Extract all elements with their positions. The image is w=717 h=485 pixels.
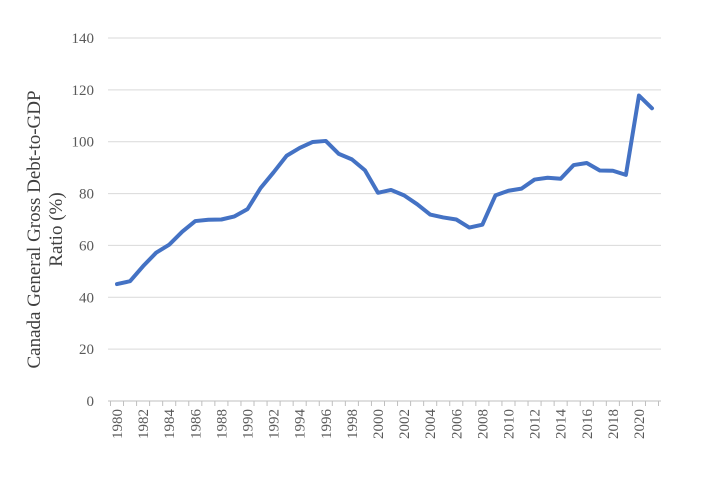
y-tick-label: 80: [79, 187, 94, 203]
x-tick-label: 2020: [632, 409, 648, 439]
x-tick-label: 1980: [110, 409, 126, 439]
y-axis-title: Canada General Gross Debt-to-GDPRatio (%…: [24, 90, 67, 368]
y-tick-label: 0: [87, 394, 95, 410]
y-tick-label: 120: [72, 83, 95, 99]
series: [115, 93, 654, 287]
x-tick-label: 2014: [554, 409, 570, 440]
x-tick-label: 1982: [136, 409, 152, 439]
x-tick-label: 2010: [501, 409, 517, 439]
y-tick-label: 140: [72, 31, 95, 47]
x-tick-label: 2008: [475, 409, 491, 439]
x-tick-label: 1992: [267, 409, 283, 439]
y-axis-title-line: Ratio (%): [46, 192, 67, 266]
y-axis-tick-labels: 0 20 40 60 80 100 120 140: [72, 31, 95, 410]
y-tick-label: 40: [79, 290, 94, 306]
x-tick-label: 1998: [345, 409, 361, 439]
y-tick-label: 60: [79, 238, 94, 254]
x-tick-label: 1994: [293, 409, 309, 440]
x-tick-label: 2000: [371, 409, 387, 439]
gridlines: [108, 37, 661, 350]
axes: [108, 400, 661, 406]
y-axis-title-line: Canada General Gross Debt-to-GDP: [24, 90, 45, 368]
y-tick-label: 20: [79, 342, 94, 358]
x-tick-label: 1988: [214, 409, 230, 439]
x-tick-label: 2016: [580, 409, 596, 440]
x-tick-label: 1984: [162, 409, 178, 440]
y-tick-label: 100: [72, 135, 95, 151]
x-tick-label: 2006: [449, 409, 465, 440]
x-tick-label: 2018: [606, 409, 622, 439]
x-tick-label: 1986: [188, 409, 204, 440]
x-tick-label: 1996: [319, 409, 335, 440]
x-tick-label: 2012: [528, 409, 544, 439]
x-axis-tick-labels: 1980 1982 1984 1986 1988 1990 1992 1994 1996 1998…: [110, 409, 648, 440]
x-tick-label: 1990: [240, 409, 256, 439]
x-tick-label: 2002: [397, 409, 413, 439]
x-tick-label: 2004: [423, 409, 439, 440]
series-line: [115, 93, 654, 287]
